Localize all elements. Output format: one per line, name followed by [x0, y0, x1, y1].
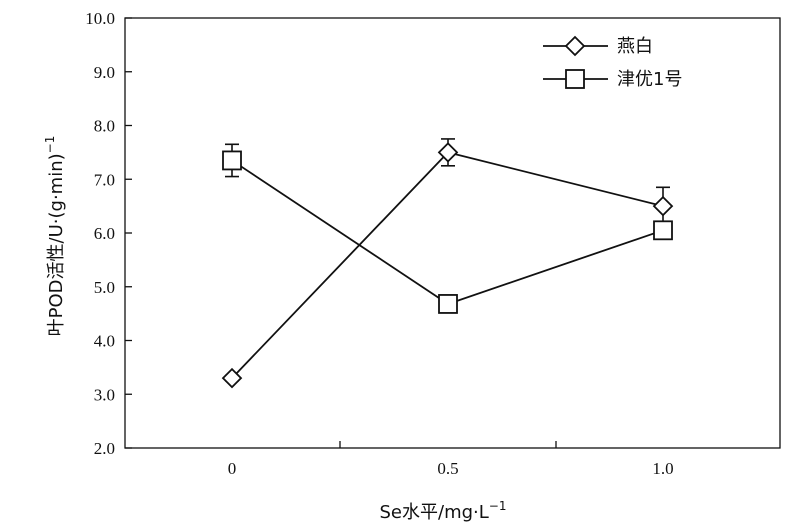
y-tick-label: 10.0	[85, 9, 115, 28]
x-tick-label: 0	[228, 459, 237, 478]
x-axis-title: Se水平/mg·L−1	[380, 499, 507, 523]
legend-marker-square	[565, 69, 585, 89]
y-tick-label: 2.0	[94, 439, 115, 458]
y-axis-title: 叶POD活性/U·(g·min)−1	[43, 136, 67, 337]
y-tick-label: 8.0	[94, 117, 115, 136]
y-tick-label: 5.0	[94, 278, 115, 297]
y-tick-label: 6.0	[94, 224, 115, 243]
series-1	[221, 138, 674, 389]
y-tick-label: 3.0	[94, 385, 115, 404]
data-point	[221, 367, 243, 389]
x-tick-label: 1.0	[652, 459, 673, 478]
series-line	[231, 159, 664, 305]
x-tick-label: 0.5	[437, 459, 458, 478]
x-ticks: 0 0.5 1.0	[228, 441, 674, 478]
series-line	[231, 151, 664, 379]
y-ticks: 2.0 3.0 4.0 5.0 6.0 7.0 8.0 9.0 10.0	[85, 9, 132, 458]
legend-label: 燕白	[617, 36, 653, 57]
data-point	[437, 142, 459, 163]
legend-marker-diamond	[564, 35, 586, 57]
y-tick-label: 4.0	[94, 332, 115, 351]
series-2	[222, 143, 673, 314]
data-point	[438, 294, 458, 314]
y-tick-label: 9.0	[94, 63, 115, 82]
y-tick-label: 7.0	[94, 170, 115, 189]
data-point	[653, 220, 673, 241]
data-point	[652, 195, 674, 217]
series-layer	[221, 138, 674, 389]
data-point	[222, 150, 242, 171]
legend-label: 津优1号	[617, 69, 682, 90]
